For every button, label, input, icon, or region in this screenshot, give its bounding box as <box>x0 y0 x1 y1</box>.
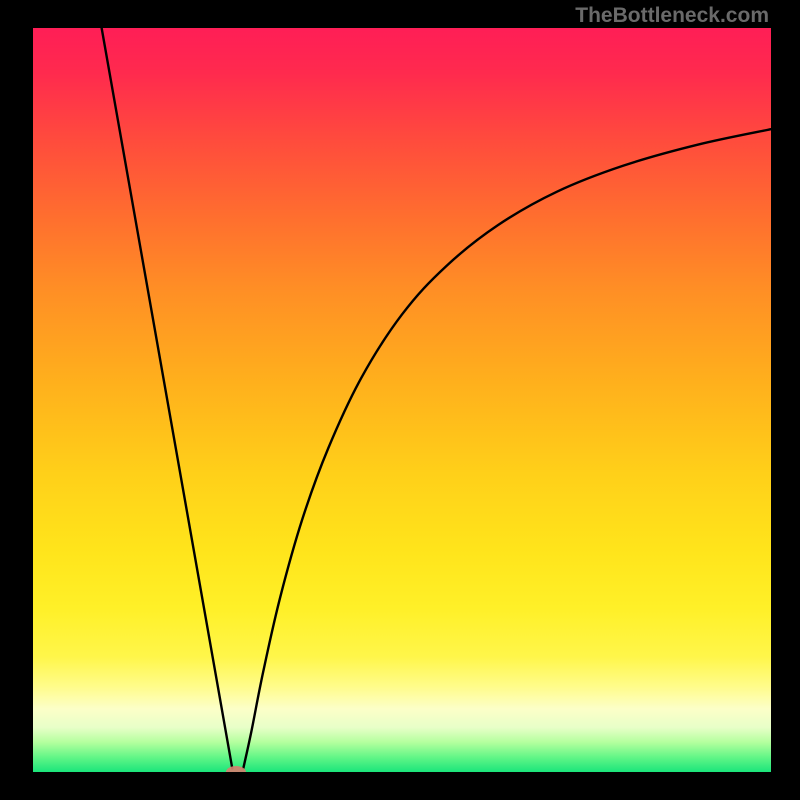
watermark-text: TheBottleneck.com <box>575 4 769 28</box>
curve-svg <box>33 28 771 772</box>
curve-left-branch <box>102 28 233 768</box>
curve-right-branch <box>243 129 771 768</box>
chart-frame: TheBottleneck.com <box>0 0 800 800</box>
plot-area <box>33 28 771 772</box>
